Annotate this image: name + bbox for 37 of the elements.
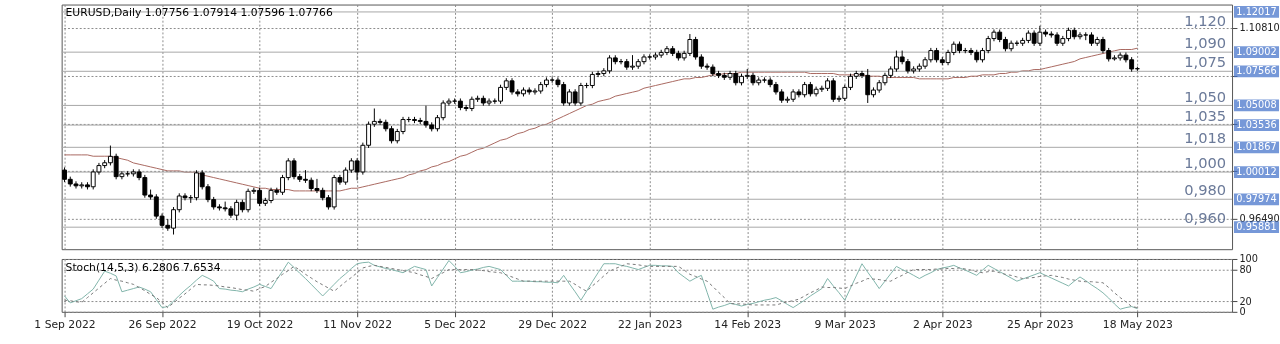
y-tick-label: 100 (1239, 253, 1259, 265)
ref-line-label: 1.03536 (1236, 119, 1277, 130)
ref-line-label: 1.07566 (1236, 65, 1277, 77)
x-tick-label: 5 Dec 2022 (424, 317, 487, 331)
ref-line-label: 1.01867 (1236, 141, 1277, 153)
chart-title: EURUSD,Daily 1.07756 1.07914 1.07596 1.07766 (65, 6, 333, 20)
x-tick-label: 14 Feb 2023 (714, 317, 782, 331)
y-tick-label: 20 (1239, 295, 1252, 307)
ref-line-label: 1.12017 (1236, 5, 1277, 17)
x-tick-label: 18 May 2023 (1102, 317, 1173, 331)
y-tick-label: 0 (1239, 306, 1246, 318)
x-tick-label: 1 Sep 2022 (34, 317, 96, 331)
ref-line-label: 1.05008 (1236, 99, 1277, 111)
ref-line-label: 0.97974 (1236, 193, 1277, 205)
x-tick-label: 9 Mar 2023 (814, 317, 876, 331)
annotation: 1,090 (1184, 34, 1227, 52)
x-tick-label: 2 Apr 2023 (912, 317, 973, 331)
annotation: 1,075 (1184, 53, 1227, 71)
annotation: 1,018 (1184, 129, 1227, 147)
x-tick-label: 26 Sep 2022 (128, 317, 197, 331)
annotation: 1,035 (1184, 107, 1227, 125)
annotation: 0,980 (1184, 181, 1227, 199)
annotation: 1,120 (1184, 11, 1227, 29)
x-tick-label: 25 Apr 2023 (1007, 317, 1074, 331)
chart-title: Stoch(14,5,3) 6.2806 7.6534 (65, 260, 221, 274)
x-tick-label: 19 Oct 2022 (226, 317, 294, 331)
ref-line-label: 1.00012 (1236, 166, 1277, 178)
annotation: 1,000 (1184, 154, 1227, 172)
y-tick-label: 1.10810 (1239, 22, 1280, 34)
y-tick-label: 80 (1239, 263, 1252, 275)
ref-line-label: 1.09002 (1236, 46, 1277, 58)
x-tick-label: 22 Jan 2023 (617, 317, 683, 331)
x-tick-label: 11 Nov 2022 (323, 317, 393, 331)
annotation: 0,960 (1184, 209, 1227, 227)
line-series (64, 47, 1138, 192)
x-tick-label: 29 Dec 2022 (518, 317, 588, 331)
annotation: 1,050 (1184, 87, 1227, 105)
